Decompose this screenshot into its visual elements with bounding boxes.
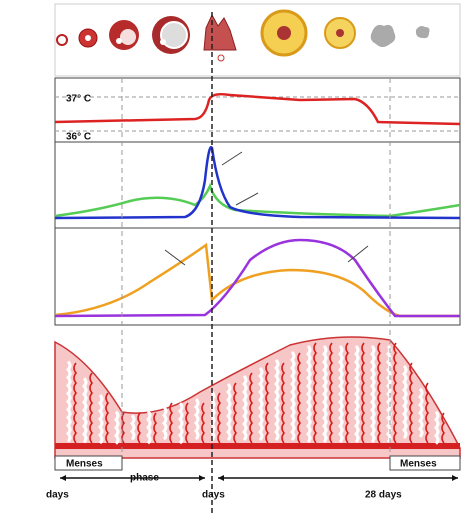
gland bbox=[113, 410, 120, 445]
menses-box bbox=[54, 455, 123, 471]
gland bbox=[81, 377, 88, 444]
temp-low: 36° C bbox=[66, 132, 91, 143]
pointer bbox=[221, 151, 243, 166]
spiral-artery bbox=[329, 342, 334, 444]
spiral-artery bbox=[89, 372, 94, 444]
spiral-artery bbox=[265, 362, 270, 444]
spiral-artery bbox=[297, 352, 302, 444]
pointer bbox=[235, 192, 259, 206]
oocyte bbox=[160, 39, 166, 45]
gland bbox=[241, 374, 248, 442]
gland bbox=[321, 344, 328, 444]
menses-label: Menses bbox=[66, 459, 103, 470]
endometrium-tissue bbox=[54, 336, 461, 459]
spiral-artery bbox=[409, 362, 414, 444]
follicle-strip bbox=[54, 3, 461, 77]
gland bbox=[385, 344, 392, 444]
pointer bbox=[347, 245, 369, 263]
gland bbox=[433, 410, 440, 445]
oocyte bbox=[116, 38, 122, 44]
gland bbox=[177, 402, 184, 445]
gland bbox=[193, 397, 200, 441]
gland bbox=[257, 366, 264, 442]
gland bbox=[337, 344, 344, 444]
spiral-artery bbox=[105, 392, 110, 444]
gland bbox=[305, 344, 312, 444]
phase-label: phase bbox=[130, 473, 159, 484]
antrum bbox=[160, 21, 188, 49]
day-end: 28 days bbox=[365, 490, 402, 501]
basal-vessel bbox=[55, 443, 460, 449]
day-ovulation: days bbox=[202, 490, 225, 501]
gland bbox=[145, 410, 152, 445]
spiral-artery bbox=[137, 412, 142, 444]
spiral-artery bbox=[313, 342, 318, 444]
spiral-artery bbox=[169, 402, 174, 444]
gland bbox=[401, 364, 408, 440]
spiral-artery bbox=[217, 392, 222, 444]
progesterone-curve bbox=[54, 238, 460, 318]
spiral-artery bbox=[377, 342, 382, 444]
corpus-albicans bbox=[370, 24, 396, 47]
spiral-artery bbox=[185, 402, 190, 444]
endometrium bbox=[54, 336, 461, 459]
temperature-panel bbox=[54, 77, 461, 143]
day-start: days bbox=[46, 490, 69, 501]
gland bbox=[225, 382, 232, 442]
gland bbox=[161, 406, 168, 441]
spiral-artery bbox=[281, 362, 286, 444]
spiral-artery bbox=[249, 372, 254, 444]
spiral-artery bbox=[425, 382, 430, 444]
corpus-albicans bbox=[415, 26, 430, 39]
follicle bbox=[56, 34, 68, 46]
gland bbox=[369, 344, 376, 444]
gland bbox=[353, 344, 360, 444]
gland bbox=[417, 387, 424, 438]
gland bbox=[289, 350, 296, 442]
ovarian-panel bbox=[54, 227, 461, 326]
gland bbox=[273, 358, 280, 442]
gland bbox=[129, 414, 136, 441]
spiral-artery bbox=[73, 362, 78, 444]
temp-high: 37° C bbox=[66, 94, 91, 105]
oocyte bbox=[85, 35, 91, 41]
pointer bbox=[164, 249, 186, 266]
spiral-artery bbox=[153, 412, 158, 444]
spiral-artery bbox=[233, 382, 238, 444]
spiral-artery bbox=[361, 342, 366, 444]
spiral-artery bbox=[393, 342, 398, 444]
gland bbox=[97, 393, 104, 445]
corpus-core bbox=[336, 29, 344, 37]
gland bbox=[65, 360, 72, 443]
spiral-artery bbox=[201, 402, 206, 444]
antrum bbox=[120, 29, 136, 45]
corpus-core bbox=[277, 26, 291, 40]
menses-label: Menses bbox=[400, 459, 437, 470]
spiral-artery bbox=[441, 412, 446, 444]
temperature-curve bbox=[54, 92, 461, 126]
menses-box bbox=[389, 455, 461, 471]
estrogen-curve bbox=[54, 242, 460, 318]
ovum bbox=[217, 54, 225, 62]
spiral-artery bbox=[345, 342, 350, 444]
